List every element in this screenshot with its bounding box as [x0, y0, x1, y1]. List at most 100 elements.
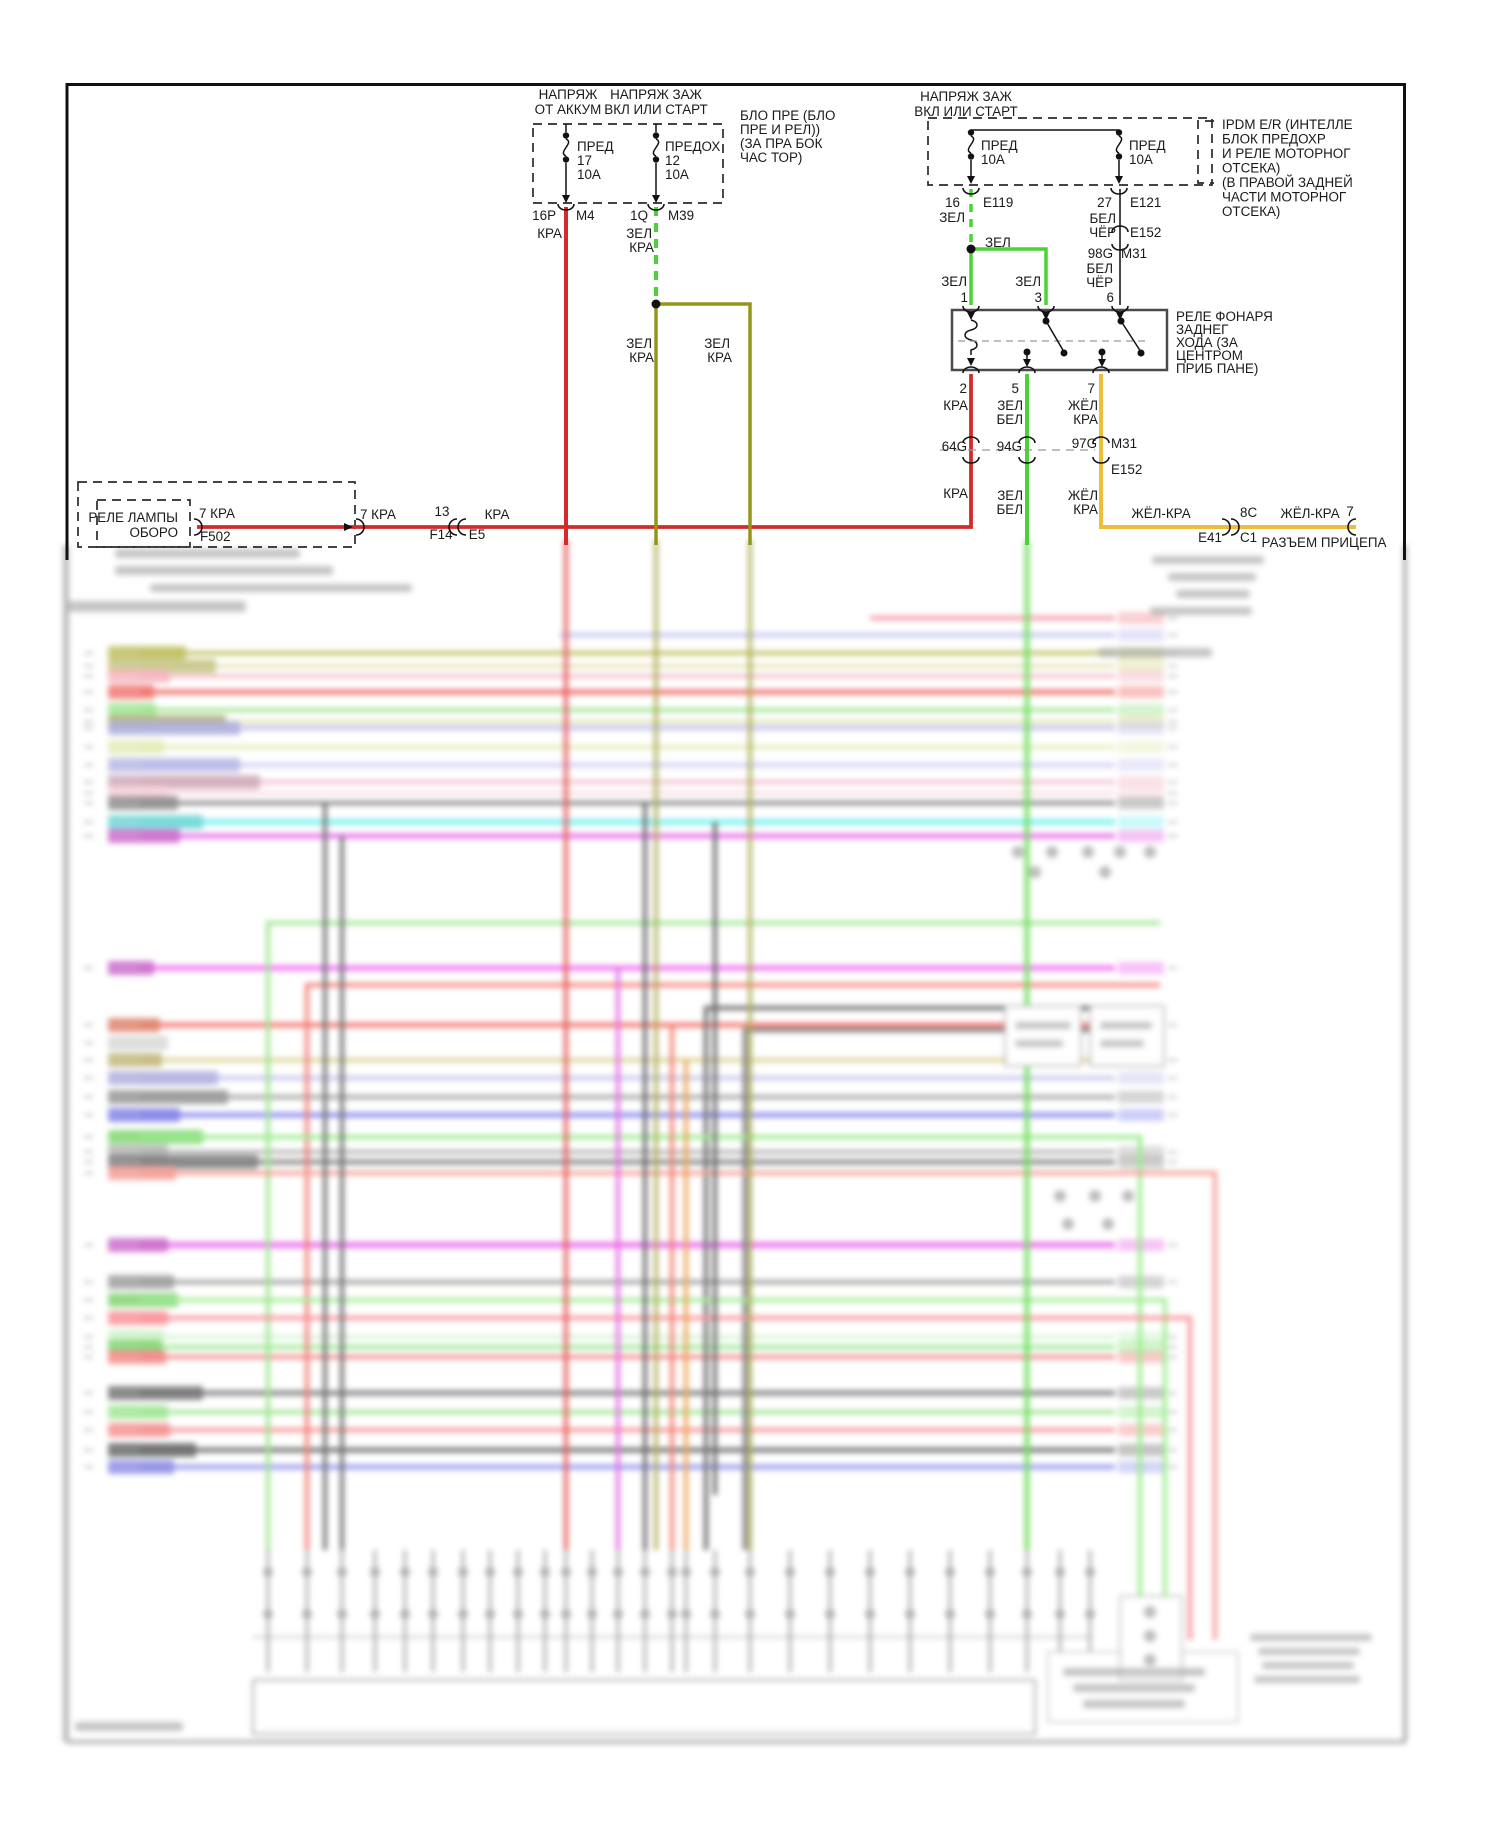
blurred-box	[1089, 1005, 1165, 1067]
e121-color-2: ЧЁР	[1089, 225, 1116, 240]
pin1-color: ЗЕЛ	[941, 274, 967, 289]
connector-glyph	[945, 1609, 955, 1619]
row-tick-left	[84, 1077, 93, 1079]
wire-zel-relay-feed	[969, 247, 1048, 305]
fuse-ipdm-left-amp: 10А	[981, 152, 1005, 167]
blurred-text-block	[1098, 648, 1212, 657]
schematic-labels: НАПРЯЖ ОТ АККУМ НАПРЯЖ ЗАЖ ВКЛ ИЛИ СТАРТ…	[88, 87, 1386, 550]
row-tick-right	[1168, 1281, 1177, 1283]
power-label-ign-right: НАПРЯЖ ЗАЖ	[920, 89, 1012, 104]
ipdm-note-2: БЛОК ПРЕДОХР	[1222, 132, 1326, 147]
m39-wire-color-2: КРА	[629, 240, 654, 255]
m4-pin: 16P	[532, 208, 556, 223]
blurred-text-block	[1152, 556, 1264, 564]
m39-wire-color-1: ЗЕЛ	[626, 226, 652, 241]
blurred-wire-label-right	[1118, 629, 1164, 641]
reverse-lamp-relay-box	[950, 308, 1169, 372]
e119-name: Е119	[983, 195, 1013, 210]
connector-glyph	[865, 1567, 875, 1577]
connector-glyph	[513, 1567, 523, 1577]
blurred-wire-label-left	[108, 1311, 168, 1325]
junction-dot-zelkra	[651, 299, 661, 309]
conn-c1: C1	[1240, 530, 1257, 545]
row-tick-left	[84, 821, 93, 823]
row-tick-right	[1168, 1059, 1177, 1061]
row-tick-right	[1168, 821, 1177, 823]
pin3-number: 3	[1035, 290, 1042, 305]
row-tick-right	[1168, 1151, 1177, 1153]
fuse-ipdm-left-symbol	[962, 129, 1119, 195]
pin5-color-1: ЗЕЛ	[997, 398, 1023, 413]
connector-glyph	[667, 1567, 677, 1577]
blurred-connector-blob	[1012, 846, 1024, 858]
seg5-color-1: ЗЕЛ	[997, 488, 1023, 503]
blurred-wire-label-left	[108, 829, 180, 843]
row-tick-right	[1168, 691, 1177, 693]
connector-glyph	[1022, 1609, 1032, 1619]
seg2-color: КРА	[943, 486, 968, 501]
e121-pin: 27	[1097, 195, 1112, 210]
connector-glyph	[681, 1609, 691, 1619]
ipdm-note-3: И РЕЛЕ МОТОРНОГ	[1222, 146, 1350, 161]
row-tick-left	[84, 1356, 93, 1358]
connector-glyph	[613, 1609, 623, 1619]
row-tick-left	[84, 727, 93, 729]
blurred-wire-label-right	[1118, 716, 1164, 728]
blurred-connector-blob	[1029, 866, 1041, 878]
conn-98g-color-2: ЧЁР	[1086, 275, 1113, 290]
m31-top: М31	[1121, 246, 1147, 261]
connector-glyph	[1085, 1567, 1095, 1577]
seg5-color-2: БЕЛ	[996, 502, 1023, 517]
fusebox-note-1: БЛО ПРЕ (БЛО	[740, 108, 835, 123]
row-tick-left	[84, 652, 93, 654]
connector-glyph	[985, 1567, 995, 1577]
blurred-wire-run	[140, 1316, 1192, 1640]
connector-glyph	[710, 1567, 720, 1577]
page-frame	[65, 83, 1406, 560]
connector-glyph	[640, 1567, 650, 1577]
row-tick-right	[1168, 721, 1177, 723]
connector-glyph	[1022, 1567, 1032, 1577]
blurred-wire-label-right	[1118, 704, 1164, 716]
blurred-wire-label-right	[1118, 797, 1164, 809]
row-tick-left	[84, 1042, 93, 1044]
connector-glyph	[681, 1567, 691, 1577]
blurred-wire-label-left	[108, 1090, 228, 1104]
e119-pin: 16	[945, 195, 960, 210]
relay-note-1: РЕЛЕ ФОНАРЯ	[1176, 309, 1273, 324]
row-tick-right	[1168, 1077, 1177, 1079]
blurred-wire-label-left	[108, 1386, 203, 1400]
blurred-wire-label-left	[108, 1071, 218, 1085]
blurred-text-block	[1100, 1040, 1144, 1047]
row-tick-right	[1168, 1346, 1177, 1348]
row-tick-left	[84, 1096, 93, 1098]
connector-glyph	[370, 1567, 380, 1577]
fusebox-note-2: ПРЕ И РЕЛ))	[740, 122, 820, 137]
power-label-ign-right-2: ВКЛ ИЛИ СТАРТ	[914, 104, 1017, 119]
blurred-connector-blob	[1144, 1654, 1156, 1666]
blurred-text-block	[68, 601, 246, 612]
connector-glyph	[985, 1609, 995, 1619]
row-tick-left	[84, 1411, 93, 1413]
junction-dot-zel	[966, 244, 976, 254]
blurred-wire-label-left	[108, 1443, 196, 1457]
row-tick-right	[1168, 1024, 1177, 1026]
power-label-ign-left-2: ВКЛ ИЛИ СТАРТ	[604, 102, 707, 117]
blurred-wire-label-left	[108, 1155, 258, 1169]
blurred-connector-blob	[1144, 1630, 1156, 1642]
connector-glyph	[825, 1609, 835, 1619]
blurred-wire-label-right	[1118, 670, 1164, 682]
connector-glyph	[428, 1567, 438, 1577]
connector-symbols	[193, 225, 1357, 536]
connector-glyph	[561, 1609, 571, 1619]
blurred-wire-label-left	[108, 1036, 168, 1050]
row-tick-right	[1168, 675, 1177, 677]
blurred-text-block	[1168, 573, 1256, 581]
f502-pin-label: 7 КРА	[199, 506, 235, 521]
connector-glyph	[905, 1609, 915, 1619]
row-tick-left	[84, 1299, 93, 1301]
connector-glyph	[485, 1567, 495, 1577]
connector-glyph	[485, 1609, 495, 1619]
seg7-color-2: КРА	[1073, 502, 1098, 517]
